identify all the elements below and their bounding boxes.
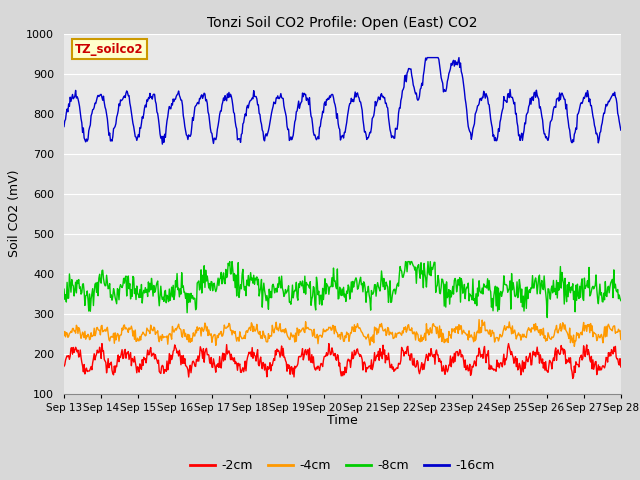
Text: TZ_soilco2: TZ_soilco2 [75,43,144,56]
Legend: -2cm, -4cm, -8cm, -16cm: -2cm, -4cm, -8cm, -16cm [186,455,499,477]
Title: Tonzi Soil CO2 Profile: Open (East) CO2: Tonzi Soil CO2 Profile: Open (East) CO2 [207,16,477,30]
X-axis label: Time: Time [327,414,358,427]
Y-axis label: Soil CO2 (mV): Soil CO2 (mV) [8,170,20,257]
